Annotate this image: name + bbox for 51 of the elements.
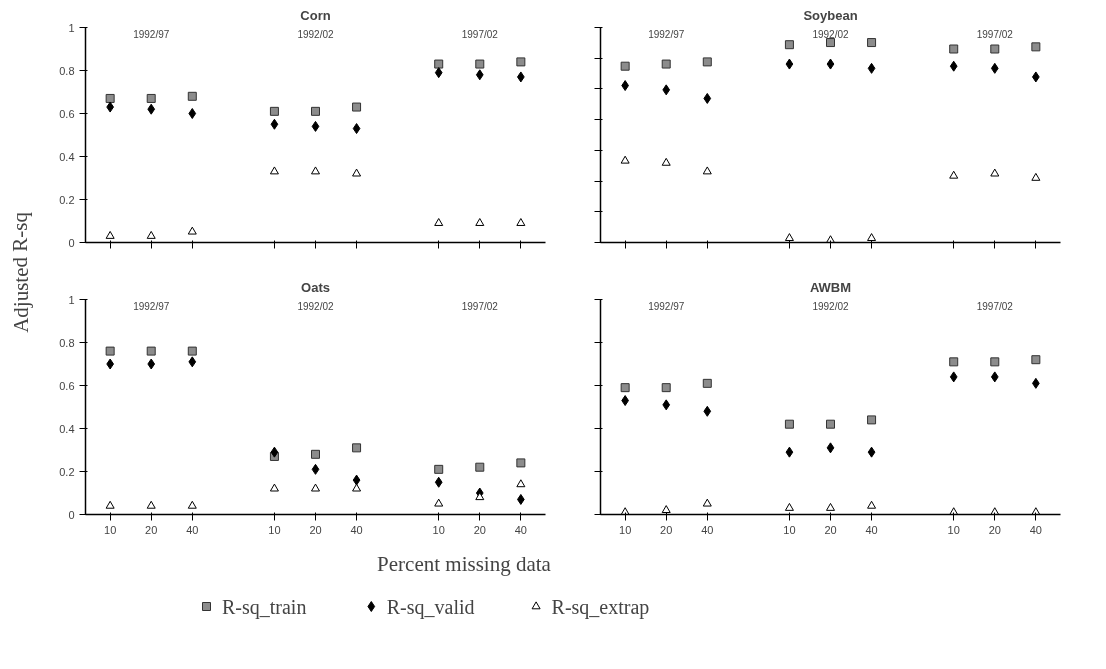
x-tick-label: 40: [701, 523, 714, 536]
x-tick-label: 10: [947, 523, 960, 536]
legend-label: R-sq_valid: [386, 595, 475, 619]
chart-title: Oats: [301, 279, 330, 295]
annotation: 1992/97: [133, 28, 170, 40]
y-tick-label: 0.2: [59, 465, 75, 478]
annotation: 1992/02: [297, 28, 335, 40]
x-tick-label: 10: [268, 523, 281, 536]
legend-label: R-sq_train: [221, 595, 307, 619]
x-tick-label: 10: [619, 523, 632, 536]
x-axis-title: Percent missing data: [377, 551, 552, 576]
annotation: 1992/97: [648, 300, 685, 312]
annotation: 1992/97: [133, 300, 170, 312]
y-tick-label: 0.6: [59, 379, 75, 392]
annotation: 1997/02: [461, 28, 499, 40]
x-tick-label: 10: [783, 523, 796, 536]
x-tick-label: 20: [824, 523, 837, 536]
annotation: 1997/02: [461, 300, 499, 312]
y-tick-label: 0.4: [59, 150, 75, 163]
chart-title: AWBM: [809, 279, 852, 295]
x-tick-label: 20: [473, 523, 486, 536]
annotation: 1992/97: [648, 28, 685, 40]
x-tick-label: 20: [145, 523, 158, 536]
annotation: 1992/02: [812, 300, 850, 312]
annotation: 1997/02: [976, 28, 1014, 40]
x-tick-label: 10: [104, 523, 117, 536]
legend-label: R-sq_extrap: [551, 595, 650, 619]
x-tick-label: 40: [350, 523, 363, 536]
chart-title: Corn: [300, 7, 331, 23]
x-tick-label: 40: [1029, 523, 1042, 536]
y-tick-label: 0.8: [59, 336, 75, 349]
x-tick-label: 40: [514, 523, 527, 536]
y-tick-label: 0: [68, 508, 75, 521]
y-tick-label: 0.4: [59, 422, 75, 435]
annotation: 1992/02: [297, 300, 335, 312]
annotation: 1997/02: [976, 300, 1014, 312]
y-tick-label: 0.6: [59, 107, 75, 120]
x-tick-label: 40: [186, 523, 199, 536]
x-tick-label: 20: [660, 523, 673, 536]
annotation: 1992/02: [812, 28, 850, 40]
y-tick-label: 1: [68, 293, 75, 306]
y-tick-label: 0.8: [59, 64, 75, 77]
x-tick-label: 10: [432, 523, 445, 536]
x-tick-label: 20: [988, 523, 1001, 536]
y-tick-label: 1: [68, 21, 75, 34]
x-tick-label: 40: [865, 523, 878, 536]
chart-title: Soybean: [803, 7, 858, 23]
y-axis-title: Adjusted R-sq: [8, 211, 33, 333]
y-tick-label: 0: [68, 236, 75, 249]
y-tick-label: 0.2: [59, 193, 75, 206]
x-tick-label: 20: [309, 523, 322, 536]
